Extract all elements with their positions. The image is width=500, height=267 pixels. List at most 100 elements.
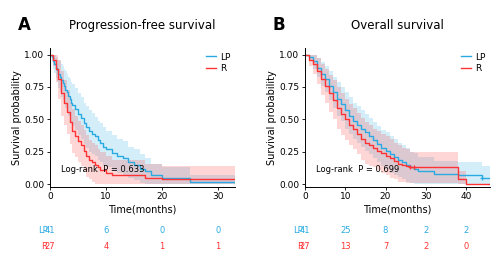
- R: [131, 174, 137, 177]
- Text: 4: 4: [104, 242, 108, 252]
- LP: [382, 149, 388, 152]
- LP: [455, 174, 461, 177]
- R: [84, 154, 89, 157]
- LP: [334, 97, 340, 100]
- R: [114, 174, 120, 177]
- LP: [326, 84, 332, 87]
- R: [402, 164, 408, 168]
- R: [390, 159, 396, 163]
- R: [94, 166, 100, 169]
- R: [80, 149, 86, 152]
- R: [318, 78, 324, 81]
- R: [89, 161, 95, 164]
- R: [61, 101, 67, 104]
- LP: [48, 56, 54, 59]
- LP: [148, 174, 154, 177]
- R: [232, 178, 238, 181]
- R: [159, 178, 165, 181]
- Text: Log-rank  P = 0.699: Log-rank P = 0.699: [316, 165, 400, 174]
- R: [366, 144, 372, 147]
- Title: Overall survival: Overall survival: [351, 19, 444, 32]
- Text: 41: 41: [45, 226, 55, 235]
- Text: 0: 0: [216, 226, 220, 235]
- LP: [78, 116, 84, 120]
- LP: [306, 56, 312, 59]
- LP: [487, 176, 493, 179]
- LP: [86, 129, 92, 133]
- R: [370, 146, 376, 150]
- Text: 2: 2: [423, 226, 428, 235]
- LP: [402, 163, 408, 166]
- R: [64, 110, 70, 113]
- LP: [443, 172, 449, 175]
- Text: 0: 0: [464, 242, 468, 252]
- R: [302, 53, 308, 56]
- LP: [414, 170, 420, 173]
- R: [70, 129, 75, 133]
- R: [354, 132, 360, 135]
- Text: 25: 25: [340, 226, 350, 235]
- R: [58, 92, 64, 95]
- R: [334, 106, 340, 109]
- Text: 13: 13: [340, 242, 350, 252]
- LP: [60, 81, 66, 85]
- LP: [120, 157, 126, 160]
- Text: 1: 1: [216, 242, 220, 252]
- R: [120, 174, 126, 177]
- R: [406, 166, 412, 169]
- Line: R: R: [50, 54, 235, 179]
- R: [86, 158, 92, 161]
- LP: [47, 53, 53, 56]
- R: [108, 174, 114, 177]
- LP: [58, 79, 64, 82]
- LP: [56, 75, 62, 78]
- Text: Log-rank  P = 0.633: Log-rank P = 0.633: [61, 165, 144, 174]
- R: [66, 120, 72, 124]
- R: [443, 166, 449, 169]
- R: [306, 58, 312, 61]
- LP: [66, 95, 71, 98]
- LP: [346, 114, 352, 117]
- R: [414, 166, 420, 169]
- LP: [136, 167, 142, 170]
- LP: [410, 167, 416, 170]
- LP: [430, 172, 436, 175]
- LP: [62, 88, 68, 91]
- LP: [64, 91, 70, 94]
- LP: [386, 153, 392, 156]
- R: [103, 171, 109, 174]
- R: [382, 154, 388, 157]
- R: [326, 92, 332, 95]
- LP: [61, 84, 67, 87]
- R: [322, 84, 328, 87]
- LP: [103, 148, 109, 151]
- R: [126, 174, 132, 177]
- LP: [378, 146, 384, 150]
- Line: LP: LP: [305, 54, 490, 178]
- R: [136, 174, 142, 177]
- Text: B: B: [272, 16, 285, 34]
- LP: [370, 139, 376, 142]
- Text: 6: 6: [104, 226, 108, 235]
- Legend: LP, R: LP, R: [457, 49, 489, 76]
- LP: [142, 170, 148, 173]
- R: [78, 144, 84, 147]
- R: [342, 118, 348, 121]
- LP: [66, 97, 72, 100]
- X-axis label: Time(months): Time(months): [364, 204, 432, 214]
- R: [410, 166, 416, 169]
- Text: 2: 2: [423, 242, 428, 252]
- Text: 1: 1: [160, 242, 164, 252]
- R: [362, 141, 368, 144]
- R: [148, 176, 154, 179]
- LP: [98, 141, 103, 144]
- LP: [362, 131, 368, 134]
- LP: [467, 174, 473, 177]
- LP: [406, 166, 412, 169]
- LP: [310, 60, 316, 63]
- LP: [187, 180, 193, 183]
- R: [350, 127, 356, 130]
- LP: [330, 91, 336, 94]
- LP: [94, 139, 100, 142]
- LP: [354, 123, 360, 126]
